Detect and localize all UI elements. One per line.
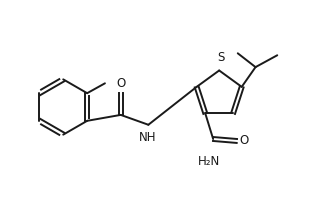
Text: O: O [240, 134, 249, 147]
Text: S: S [218, 51, 225, 64]
Text: H₂N: H₂N [198, 155, 220, 168]
Text: NH: NH [138, 131, 156, 144]
Text: O: O [116, 77, 125, 90]
